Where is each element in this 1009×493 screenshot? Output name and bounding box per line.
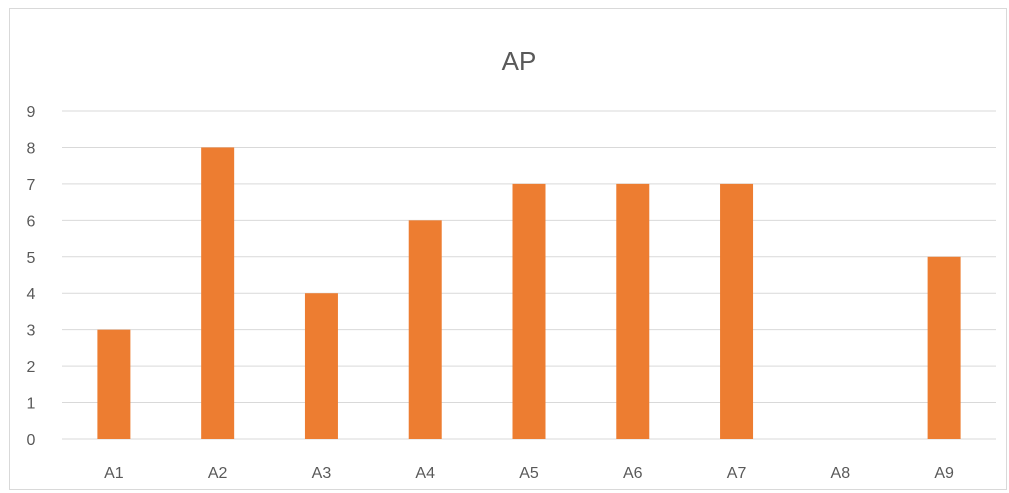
x-tick-label-a7: A7 [727,465,747,482]
x-tick-label-a2: A2 [208,465,228,482]
bar-a1 [97,329,131,439]
y-tick-label-6: 6 [27,213,36,230]
y-tick-label-0: 0 [27,432,36,449]
y-tick-label-2: 2 [27,359,36,376]
y-tick-label-4: 4 [27,286,36,303]
x-tick-label-a3: A3 [312,465,332,482]
bar-a3 [304,293,338,439]
y-tick-label-5: 5 [27,250,36,267]
bars [97,147,961,439]
y-axis: 0 1 2 3 4 5 6 7 8 9 [27,104,36,449]
x-tick-label-a6: A6 [623,465,643,482]
x-tick-label-a1: A1 [104,465,124,482]
bar-a6 [616,183,650,439]
y-tick-label-9: 9 [27,104,36,121]
bar-a5 [512,183,546,439]
x-tick-label-a9: A9 [934,465,954,482]
chart-title: AP [502,46,537,76]
x-tick-label-a8: A8 [831,465,851,482]
x-axis: A1 A2 A3 A4 A5 A6 A7 A8 A9 [104,465,954,482]
bar-a9 [927,256,961,439]
y-tick-label-1: 1 [27,396,36,413]
y-tick-label-3: 3 [27,323,36,340]
y-tick-label-7: 7 [27,177,36,194]
bar-a7 [720,183,754,439]
x-tick-label-a4: A4 [415,465,435,482]
bar-a4 [408,220,442,439]
bar-a2 [201,147,235,439]
x-tick-label-a5: A5 [519,465,539,482]
chart-frame [9,8,1007,490]
y-tick-label-8: 8 [27,140,36,157]
